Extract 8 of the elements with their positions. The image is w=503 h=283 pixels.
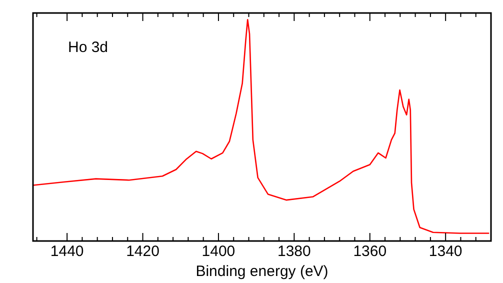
- x-tick-label: 1400: [202, 243, 236, 260]
- x-tick-label: 1420: [126, 243, 160, 260]
- x-tick-label: 1380: [277, 243, 311, 260]
- annotation: Ho 3d: [68, 39, 108, 56]
- x-tick-label: 1360: [353, 243, 387, 260]
- x-tick-label: 1440: [50, 243, 84, 260]
- x-tick-label: 1340: [428, 243, 462, 260]
- x-axis-title: Binding energy (eV): [196, 263, 328, 280]
